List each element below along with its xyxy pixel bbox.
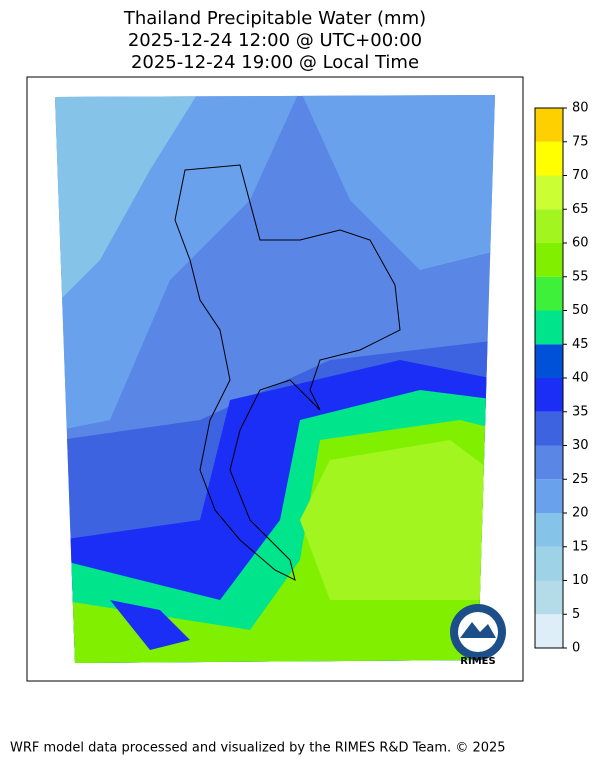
tick-label: 5 <box>572 607 580 622</box>
colorbar-swatch <box>535 546 563 581</box>
colorbar-swatch <box>535 141 563 176</box>
boundary <box>174 164 401 581</box>
map: RIMES <box>26 76 524 682</box>
tick-label: 80 <box>572 101 589 116</box>
tick-label: 55 <box>572 269 589 284</box>
tick-label: 70 <box>572 168 589 183</box>
tick-label: 50 <box>572 303 589 318</box>
tick-label: 45 <box>572 337 589 352</box>
title-line: 2025-12-24 12:00 @ UTC+00:00 <box>128 30 422 51</box>
tick-label: 40 <box>572 371 589 386</box>
colorbar-swatch <box>535 580 563 615</box>
colorbar-swatch <box>535 344 563 378</box>
colorbar-swatch <box>535 411 563 446</box>
field <box>300 95 495 270</box>
logo: RIMES <box>450 604 506 667</box>
tick-label: 30 <box>572 438 589 453</box>
tick-label: 65 <box>572 202 589 217</box>
colorbar-swatch <box>535 614 563 648</box>
tick-label: 35 <box>572 404 589 419</box>
tick-label: 20 <box>572 506 589 521</box>
footer: WRF model data processed and visualized … <box>10 741 506 756</box>
title-line: 2025-12-24 19:00 @ Local Time <box>131 52 419 73</box>
colorbar-swatch <box>535 243 563 277</box>
map-frame <box>26 76 524 682</box>
tick-label: 60 <box>572 236 589 251</box>
colorbar-swatch <box>535 513 563 547</box>
tick-label: 0 <box>572 641 580 656</box>
tick-label: 25 <box>572 472 589 487</box>
colorbar-swatch <box>535 108 563 142</box>
colorbar-swatch <box>535 378 563 412</box>
logo-text: RIMES <box>460 656 495 667</box>
colorbar-swatch <box>535 276 563 311</box>
colorbar-swatch <box>535 175 563 210</box>
colorbar: 0 5 10 15 20 25 30 35 40 45 50 55 60 65 70 75 80 <box>534 101 589 656</box>
colorbar-swatch <box>535 209 563 243</box>
colorbar-swatch <box>535 445 563 480</box>
colorbar-swatch <box>535 479 563 513</box>
title-line: Thailand Precipitable Water (mm) <box>123 8 426 29</box>
colorbar-swatch <box>535 310 563 345</box>
tick-label: 10 <box>572 573 589 588</box>
field <box>55 95 200 300</box>
field <box>110 600 190 650</box>
tick-label: 15 <box>572 539 589 554</box>
field <box>300 440 490 600</box>
tick-label: 75 <box>572 134 589 149</box>
